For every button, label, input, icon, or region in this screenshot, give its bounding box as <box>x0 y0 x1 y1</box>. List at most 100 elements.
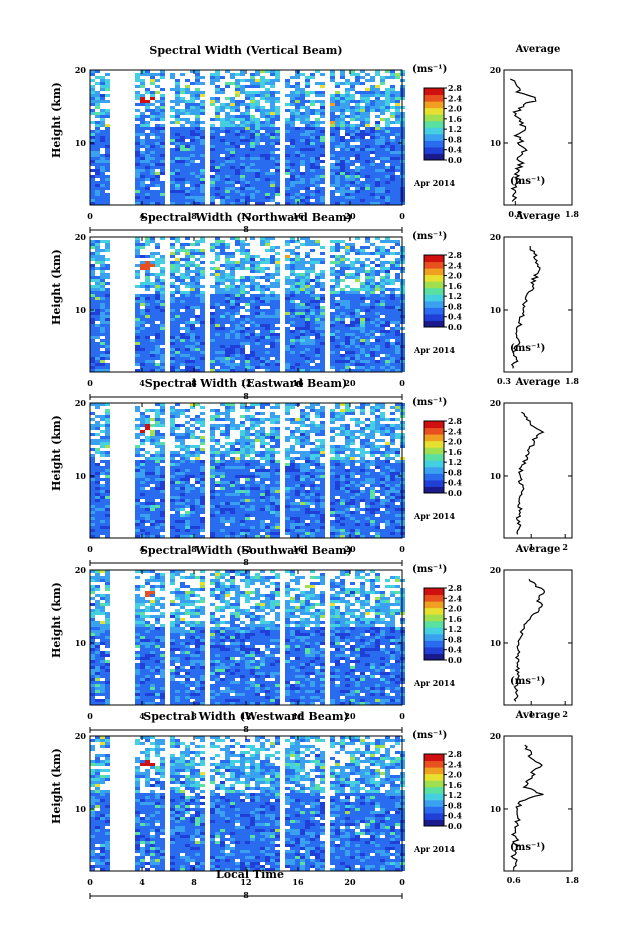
heatmap-cell <box>180 357 185 360</box>
heatmap-cell <box>250 300 255 303</box>
heatmap-cell <box>140 478 145 481</box>
heatmap-cell <box>360 196 365 199</box>
heatmap-cell <box>275 321 280 324</box>
heatmap-cell <box>200 469 205 472</box>
heatmap-cell <box>340 297 345 300</box>
heatmap-cell <box>390 354 395 357</box>
heatmap-cell <box>380 175 385 178</box>
heatmap-cell <box>215 285 220 288</box>
heatmap-cell <box>355 300 360 303</box>
heatmap-cell <box>230 309 235 312</box>
heatmap-cell <box>385 136 390 139</box>
heatmap-cell <box>90 345 95 348</box>
heatmap-cell <box>375 91 380 94</box>
heatmap-cell <box>140 82 145 85</box>
heatmap-cell <box>135 454 140 457</box>
heatmap-cell <box>220 172 225 175</box>
heatmap-cell <box>155 472 160 475</box>
heatmap-cell <box>305 312 310 315</box>
heatmap-cell <box>390 300 395 303</box>
heatmap-cell <box>95 309 100 312</box>
heatmap-cell <box>340 306 345 309</box>
heatmap-cell <box>145 514 150 517</box>
heatmap-cell <box>355 82 360 85</box>
heatmap-cell <box>220 535 225 538</box>
heatmap-cell <box>270 339 275 342</box>
heatmap-cell <box>265 151 270 154</box>
heatmap-cell <box>250 118 255 121</box>
heatmap-cell <box>340 187 345 190</box>
heatmap-cell <box>345 181 350 184</box>
heatmap-cell <box>225 436 230 439</box>
heatmap-cell <box>240 100 245 103</box>
colorbar-band <box>424 255 444 263</box>
heatmap-cell <box>340 327 345 330</box>
heatmap-cell <box>285 351 290 354</box>
heatmap-cell <box>140 532 145 535</box>
heatmap-cell <box>225 333 230 336</box>
heatmap-cell <box>375 345 380 348</box>
heatmap-cell <box>340 115 345 118</box>
heatmap-cell <box>260 345 265 348</box>
heatmap-cell <box>230 160 235 163</box>
heatmap-cell <box>215 363 220 366</box>
heatmap-cell <box>330 336 335 339</box>
heatmap-cell <box>150 493 155 496</box>
heatmap-cell <box>185 351 190 354</box>
heatmap-cell <box>210 415 215 418</box>
heatmap-cell <box>210 466 215 469</box>
heatmap-cell <box>225 145 230 148</box>
heatmap-cell <box>240 282 245 285</box>
heatmap-cell <box>135 526 140 529</box>
heatmap-cell <box>270 154 275 157</box>
heatmap-cell <box>135 139 140 142</box>
heatmap-cell <box>305 154 310 157</box>
heatmap-cell <box>215 246 220 249</box>
heatmap-cell <box>250 309 255 312</box>
heatmap-cell <box>260 172 265 175</box>
heatmap-cell <box>185 100 190 103</box>
heatmap-cell <box>285 291 290 294</box>
heatmap-cell <box>105 439 110 442</box>
heatmap-cell <box>155 118 160 121</box>
heatmap-cell <box>375 348 380 351</box>
heatmap-cell <box>150 118 155 121</box>
heatmap-cell <box>105 258 110 261</box>
heatmap-cell <box>170 139 175 142</box>
heatmap-cell <box>240 291 245 294</box>
heatmap-cell <box>180 351 185 354</box>
heatmap-cell <box>365 106 370 109</box>
heatmap-cell <box>180 369 185 372</box>
heatmap-cell <box>355 237 360 240</box>
heatmap-cell <box>220 336 225 339</box>
heatmap-cell <box>135 499 140 502</box>
heatmap-cell <box>290 103 295 106</box>
heatmap-cell <box>210 246 215 249</box>
heatmap-cell <box>350 148 355 151</box>
heatmap-cell <box>230 130 235 133</box>
heatmap-cell <box>180 249 185 252</box>
heatmap-cell <box>250 166 255 169</box>
heatmap-cell <box>140 345 145 348</box>
heatmap-cell <box>245 193 250 196</box>
heatmap-cell <box>195 363 200 366</box>
heatmap-cell <box>180 133 185 136</box>
heatmap-cell <box>175 502 180 505</box>
heatmap-cell <box>245 339 250 342</box>
heatmap-cell <box>210 324 215 327</box>
heatmap-cell <box>395 94 400 97</box>
heatmap-cell <box>220 457 225 460</box>
heatmap-cell <box>190 130 195 133</box>
heatmap-cell <box>140 145 145 148</box>
heatmap-cell <box>235 327 240 330</box>
heatmap-cell <box>150 366 155 369</box>
heatmap-cell <box>90 502 95 505</box>
heatmap-cell <box>150 294 155 297</box>
heatmap-cell <box>215 157 220 160</box>
heatmap-cell <box>105 466 110 469</box>
heatmap-cell <box>145 169 150 172</box>
heatmap-cell <box>290 97 295 100</box>
heatmap-cell <box>380 297 385 300</box>
heatmap-cell <box>360 145 365 148</box>
heatmap-cell <box>180 151 185 154</box>
